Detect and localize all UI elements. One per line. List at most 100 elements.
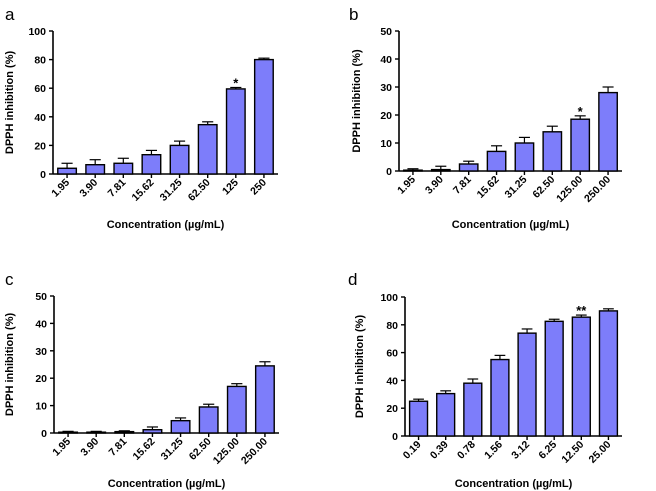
chart-panel-a: a 0 20 40 60 80 100 1.95 3.90 7.81 15.62 31.25 62.50… [4, 5, 278, 231]
y-tick-label: 0 [41, 428, 47, 440]
y-tick-label: 20 [386, 403, 398, 415]
y-tick-label: 80 [386, 320, 398, 332]
y-tick-label: 40 [380, 54, 392, 66]
x-tick-label: 250.00 [582, 174, 613, 205]
panel-letter: d [348, 270, 357, 289]
bar [544, 320, 564, 437]
x-tick-label: 12.50 [559, 439, 586, 466]
x-tick-label: 3.90 [78, 436, 101, 459]
bar [114, 430, 135, 434]
y-axis-title: DPPH inhibition (%) [354, 315, 366, 419]
x-tick-label: 250 [248, 177, 269, 198]
x-tick-label: 31.25 [158, 177, 185, 204]
y-tick-label: 100 [28, 26, 46, 38]
bar [169, 144, 190, 175]
bar [458, 163, 479, 172]
y-tick-label: 40 [35, 318, 47, 330]
x-tick-label: 7.81 [105, 177, 128, 200]
bar [254, 365, 275, 434]
bar [225, 88, 246, 175]
x-tick-label: 7.81 [106, 436, 129, 459]
y-tick-label: 100 [380, 292, 398, 304]
x-tick-label: 25.00 [586, 439, 613, 466]
y-tick-label: 40 [386, 375, 398, 387]
panel-letter: a [5, 5, 15, 24]
bar [198, 406, 219, 434]
y-axis-title: DPPH inhibition (%) [4, 51, 16, 155]
x-axis-title: Concentration (µg/mL) [452, 219, 570, 231]
panel-letter: b [349, 5, 358, 24]
y-tick-label: 0 [386, 166, 392, 178]
y-tick-label: 0 [40, 169, 46, 181]
bar [430, 168, 451, 172]
y-tick-label: 0 [392, 431, 398, 443]
x-tick-label: 0.39 [428, 439, 451, 462]
bar [113, 162, 134, 175]
y-axis-title: DPPH inhibition (%) [351, 49, 363, 153]
y-tick-label: 10 [35, 401, 47, 413]
bar [408, 400, 429, 437]
bar [598, 91, 618, 172]
x-tick-label: 1.95 [49, 177, 72, 200]
bar [598, 310, 619, 437]
x-tick-label: 1.95 [395, 174, 418, 197]
bar [542, 131, 563, 172]
x-tick-label: 7.81 [451, 174, 474, 197]
x-tick-label: 250.00 [239, 436, 270, 467]
x-axis-title: Concentration (µg/mL) [455, 478, 573, 490]
x-tick-label: 125.00 [211, 436, 242, 467]
bar [86, 431, 107, 434]
x-tick-label: 6.25 [536, 439, 559, 462]
bar [514, 142, 535, 172]
bar [58, 431, 79, 434]
bar [490, 358, 510, 437]
significance-marker: * [578, 104, 584, 119]
bar [57, 167, 78, 175]
bar [197, 123, 218, 175]
x-tick-label: 1.95 [50, 436, 73, 459]
y-tick-label: 50 [380, 26, 392, 38]
x-tick-label: 3.90 [77, 177, 100, 200]
y-tick-label: 60 [34, 83, 46, 95]
bar [571, 316, 591, 437]
y-tick-label: 50 [35, 291, 47, 303]
bar [253, 58, 274, 175]
bar [403, 169, 423, 172]
bar [463, 382, 483, 437]
y-tick-label: 30 [35, 346, 47, 358]
y-tick-label: 20 [380, 110, 392, 122]
x-tick-label: 0.19 [401, 439, 424, 462]
significance-marker: * [233, 75, 239, 90]
y-tick-label: 30 [380, 82, 392, 94]
bar [570, 118, 591, 172]
bar [141, 153, 162, 175]
y-tick-label: 20 [35, 373, 47, 385]
x-tick-label: 1.56 [482, 439, 505, 462]
y-tick-label: 10 [380, 138, 392, 150]
y-tick-label: 40 [34, 112, 46, 124]
bar [85, 164, 106, 175]
y-tick-label: 20 [34, 140, 46, 152]
significance-marker: ** [576, 303, 587, 318]
x-tick-label: 15.62 [129, 177, 156, 204]
x-axis-title: Concentration (µg/mL) [107, 219, 225, 231]
x-tick-label: 15.62 [130, 436, 157, 463]
bar [142, 429, 163, 434]
x-tick-label: 3.90 [423, 174, 446, 197]
x-tick-label: 3.12 [509, 439, 532, 462]
y-tick-label: 60 [386, 348, 398, 360]
bar [436, 392, 456, 437]
x-tick-label: 62.50 [186, 177, 213, 204]
x-tick-label: 31.25 [502, 174, 529, 201]
panel-letter: c [5, 270, 14, 289]
x-tick-label: 31.25 [159, 436, 186, 463]
x-tick-label: 15.62 [475, 174, 502, 201]
bar [170, 419, 191, 434]
bar [486, 150, 507, 172]
x-axis-title: Concentration (µg/mL) [108, 478, 226, 490]
bar [517, 332, 537, 437]
x-tick-label: 125.00 [554, 174, 585, 205]
